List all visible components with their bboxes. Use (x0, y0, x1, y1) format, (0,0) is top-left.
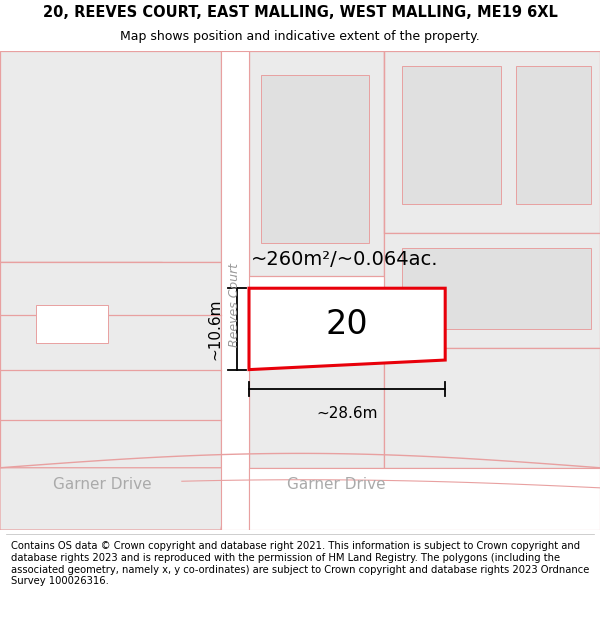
Text: ~260m²/~0.064ac.: ~260m²/~0.064ac. (251, 250, 439, 269)
Text: 20: 20 (326, 308, 368, 341)
Polygon shape (384, 233, 600, 348)
Text: Contains OS data © Crown copyright and database right 2021. This information is : Contains OS data © Crown copyright and d… (11, 541, 589, 586)
Text: Map shows position and indicative extent of the property.: Map shows position and indicative extent… (120, 31, 480, 43)
Polygon shape (249, 468, 600, 530)
Text: Garner Drive: Garner Drive (287, 477, 385, 492)
Polygon shape (384, 51, 600, 233)
Polygon shape (384, 348, 600, 468)
Polygon shape (0, 51, 221, 262)
Text: Reeves Court: Reeves Court (229, 263, 241, 347)
Polygon shape (0, 262, 221, 468)
Polygon shape (0, 262, 162, 314)
Polygon shape (249, 51, 384, 276)
Polygon shape (249, 288, 445, 369)
Polygon shape (221, 51, 249, 530)
Polygon shape (402, 248, 591, 329)
Polygon shape (261, 75, 369, 242)
Polygon shape (516, 66, 591, 204)
Text: ~10.6m: ~10.6m (207, 298, 222, 359)
Text: ~28.6m: ~28.6m (316, 406, 378, 421)
Text: Garner Drive: Garner Drive (53, 477, 151, 492)
Polygon shape (0, 468, 221, 530)
Polygon shape (249, 348, 384, 468)
Polygon shape (36, 305, 108, 343)
Text: 20, REEVES COURT, EAST MALLING, WEST MALLING, ME19 6XL: 20, REEVES COURT, EAST MALLING, WEST MAL… (43, 5, 557, 20)
Polygon shape (0, 468, 233, 530)
Polygon shape (402, 66, 501, 204)
